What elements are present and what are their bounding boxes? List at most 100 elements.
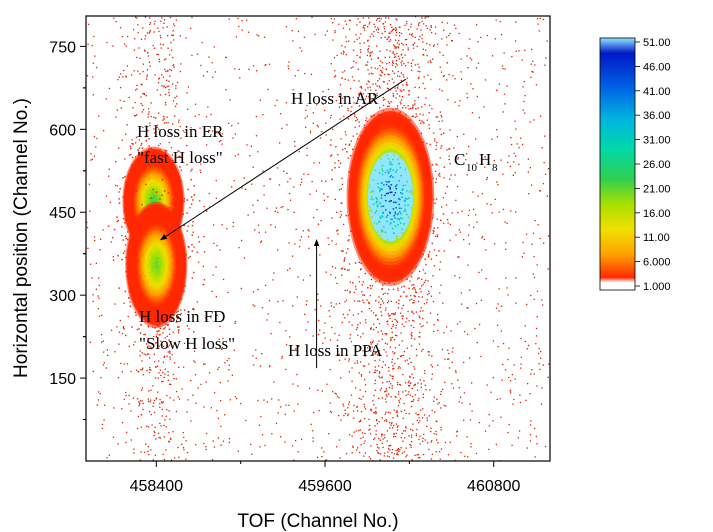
cluster-speckle <box>390 174 392 177</box>
noise-point <box>114 351 116 353</box>
cluster-speckle <box>154 228 157 231</box>
noise-point <box>472 191 474 193</box>
streak-point <box>157 27 159 29</box>
cluster-speckle <box>401 217 404 220</box>
cluster-speckle <box>400 212 402 215</box>
streak-point <box>428 415 430 417</box>
noise-point <box>271 398 273 400</box>
cluster-speckle <box>373 161 376 163</box>
cluster-speckle <box>145 199 147 201</box>
noise-point <box>183 448 185 451</box>
cluster-speckle <box>369 198 372 201</box>
streak-point <box>364 89 366 91</box>
cluster-speckle <box>165 254 168 257</box>
noise-point <box>258 231 260 234</box>
noise-point <box>131 139 133 141</box>
noise-point <box>334 162 336 164</box>
cluster-speckle <box>164 314 166 317</box>
noise-point <box>514 378 516 380</box>
noise-point <box>492 377 495 379</box>
streak-point <box>157 82 160 84</box>
cluster-speckle <box>364 160 366 162</box>
streak-point <box>414 64 417 66</box>
cluster-speckle <box>361 175 363 178</box>
streak-point <box>175 19 177 21</box>
streak-point <box>446 79 448 81</box>
cluster-speckle <box>141 147 144 149</box>
noise-point <box>449 178 451 180</box>
noise-point <box>296 373 298 376</box>
cluster-speckle <box>414 183 417 186</box>
cluster-speckle <box>124 208 126 210</box>
cluster-speckle <box>154 198 157 200</box>
cluster-speckle <box>361 185 363 188</box>
streak-point <box>387 451 389 453</box>
streak-point <box>155 341 158 344</box>
noise-point <box>130 74 133 76</box>
noise-point <box>533 255 535 258</box>
cluster-speckle <box>427 253 430 256</box>
noise-point <box>202 75 205 77</box>
streak-point <box>374 26 376 28</box>
noise-point <box>498 211 500 213</box>
streak-point <box>408 391 410 393</box>
cluster-speckle <box>175 268 177 270</box>
cluster-speckle <box>388 137 390 140</box>
streak-point <box>397 405 400 407</box>
noise-point <box>260 415 262 418</box>
streak-point <box>393 81 395 84</box>
cluster-speckle <box>396 266 398 269</box>
noise-point <box>86 227 89 229</box>
noise-point <box>363 302 365 304</box>
streak-point <box>381 417 383 419</box>
cluster-speckle <box>125 187 128 189</box>
noise-point <box>509 380 512 382</box>
noise-point <box>292 383 294 385</box>
cluster-speckle <box>170 239 172 242</box>
streak-point <box>429 389 431 391</box>
cluster-speckle <box>136 220 138 222</box>
cluster-fd <box>111 178 208 371</box>
noise-point <box>203 279 205 281</box>
streak-point <box>367 48 370 50</box>
noise-point <box>500 159 502 161</box>
cluster-speckle <box>145 290 147 293</box>
cluster-speckle <box>440 133 443 136</box>
streak-point <box>453 24 456 26</box>
cluster-speckle <box>431 164 434 166</box>
noise-point <box>110 241 112 243</box>
cluster-speckle <box>484 156 486 158</box>
streak-point <box>413 326 415 329</box>
streak-point <box>149 23 151 26</box>
streak-point <box>363 455 365 457</box>
cluster-speckle <box>167 270 170 272</box>
streak-point <box>388 387 391 389</box>
cluster-speckle <box>149 245 151 248</box>
streak-point <box>162 332 164 334</box>
streak-point <box>428 251 431 253</box>
cluster-speckle <box>385 199 387 202</box>
cluster-speckle <box>160 277 162 280</box>
streak-point <box>396 426 399 428</box>
streak-point <box>420 383 422 385</box>
noise-point <box>481 237 483 239</box>
streak-point <box>396 320 398 322</box>
streak-point <box>367 69 369 71</box>
cluster-speckle <box>170 259 172 262</box>
streak-point <box>374 353 376 355</box>
cluster-speckle <box>139 200 141 202</box>
cluster-speckle <box>350 230 352 232</box>
cluster-speckle <box>414 295 416 298</box>
streak-point <box>430 78 432 81</box>
noise-point <box>121 422 124 424</box>
streak-point <box>164 93 167 96</box>
cluster-speckle <box>174 300 177 302</box>
cluster-speckle <box>158 177 160 180</box>
noise-point <box>494 38 497 40</box>
streak-point <box>136 369 138 371</box>
noise-point <box>213 446 216 448</box>
cluster-speckle <box>180 201 183 204</box>
cluster-speckle <box>154 241 157 243</box>
cluster-speckle <box>153 322 156 325</box>
streak-point <box>419 331 421 334</box>
